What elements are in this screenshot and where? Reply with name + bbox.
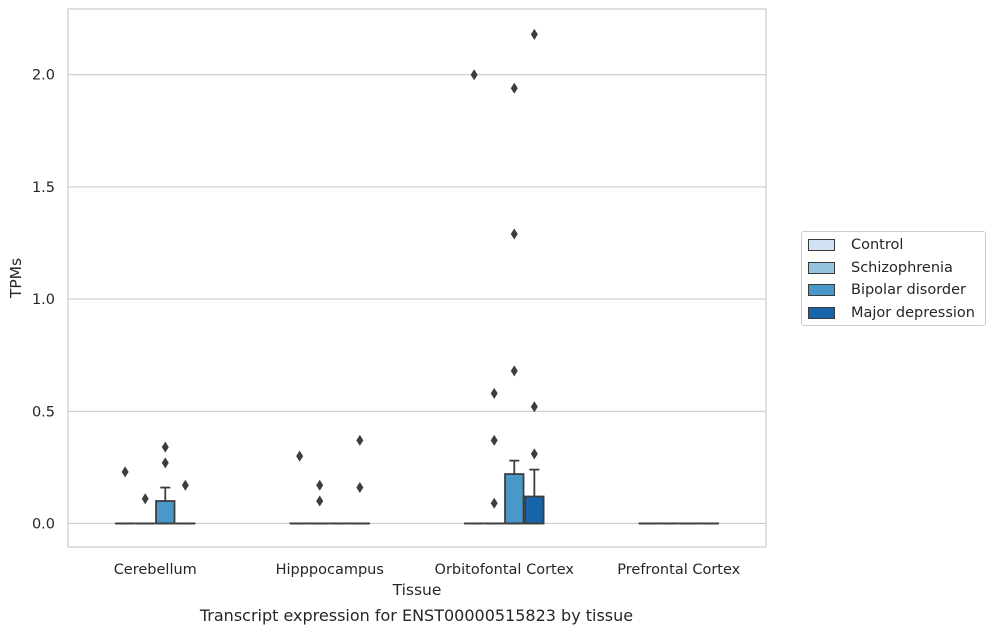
y-tick-label-4: 2.0 bbox=[32, 68, 55, 84]
legend-label-control: Control bbox=[851, 237, 904, 253]
plot-frame bbox=[67, 8, 767, 548]
box-schizophrenia-cerebellum bbox=[135, 493, 156, 525]
series-schizophrenia bbox=[135, 387, 679, 525]
box-major-depression-cerebellum bbox=[175, 479, 196, 525]
x-tick-label-orbitofontal-cortex: Orbitofontal Cortex bbox=[435, 562, 575, 578]
x-tick-label-hipppocampus: Hipppocampus bbox=[276, 562, 384, 578]
legend-swatch-bipolar-disorder bbox=[808, 284, 835, 296]
box-bipolar-disorder-orbitofontal-cortex bbox=[504, 82, 525, 525]
box-body-major-depression-orbitofontal-cortex bbox=[524, 495, 545, 525]
outlier-bipolar-disorder-orbitofontal-cortex-1 bbox=[510, 228, 518, 240]
x-tick-label-cerebellum: Cerebellum bbox=[114, 562, 197, 578]
box-major-depression-orbitofontal-cortex bbox=[524, 28, 545, 525]
outlier-control-orbitofontal-cortex-0 bbox=[470, 69, 478, 81]
box-plot-series bbox=[115, 28, 719, 525]
legend-swatch-major-depression bbox=[808, 307, 835, 319]
box-control-cerebellum bbox=[115, 466, 136, 525]
chart-caption: Transcript expression for ENST0000051582… bbox=[199, 606, 634, 625]
y-tick-label-2: 1.0 bbox=[32, 292, 55, 308]
box-control-orbitofontal-cortex bbox=[464, 69, 485, 525]
legend-item-bipolar-disorder: Bipolar disorder bbox=[808, 281, 966, 299]
series-bipolar-disorder bbox=[155, 82, 699, 525]
outlier-control-cerebellum-0 bbox=[121, 466, 129, 478]
outlier-schizophrenia-hipppocampus-1 bbox=[316, 495, 324, 507]
outlier-schizophrenia-cerebellum-0 bbox=[141, 493, 149, 505]
legend-item-control: Control bbox=[808, 236, 903, 254]
outlier-major-depression-hipppocampus-1 bbox=[356, 482, 364, 494]
legend-swatch-schizophrenia bbox=[808, 262, 835, 274]
series-control bbox=[115, 69, 659, 525]
legend-label-schizophrenia: Schizophrenia bbox=[851, 260, 953, 276]
outlier-bipolar-disorder-orbitofontal-cortex-0 bbox=[510, 82, 518, 94]
legend: Control Schizophrenia Bipolar disorder M… bbox=[801, 231, 986, 326]
legend-label-major-depression: Major depression bbox=[851, 305, 975, 321]
x-axis-title: Tissue bbox=[392, 581, 442, 599]
y-tick-label-1: 0.5 bbox=[32, 404, 55, 420]
x-tick-label-prefrontal-cortex: Prefrontal Cortex bbox=[617, 562, 740, 578]
y-axis-title: TPMs bbox=[7, 258, 25, 299]
outlier-schizophrenia-orbitofontal-cortex-0 bbox=[490, 434, 498, 446]
outlier-major-depression-hipppocampus-0 bbox=[356, 434, 364, 446]
legend-swatch-control bbox=[808, 239, 835, 251]
box-schizophrenia-orbitofontal-cortex bbox=[484, 387, 505, 525]
outlier-control-hipppocampus-0 bbox=[296, 450, 304, 462]
box-body-bipolar-disorder-cerebellum bbox=[155, 500, 176, 525]
outlier-bipolar-disorder-orbitofontal-cortex-2 bbox=[510, 365, 518, 377]
outlier-bipolar-disorder-cerebellum-1 bbox=[161, 457, 169, 469]
legend-item-schizophrenia: Schizophrenia bbox=[808, 259, 953, 277]
outlier-major-depression-orbitofontal-cortex-2 bbox=[530, 448, 538, 460]
box-schizophrenia-hipppocampus bbox=[309, 479, 330, 525]
outlier-schizophrenia-hipppocampus-0 bbox=[316, 479, 324, 491]
box-bipolar-disorder-cerebellum bbox=[155, 441, 176, 525]
y-tick-label-3: 1.5 bbox=[32, 180, 55, 196]
outlier-major-depression-orbitofontal-cortex-0 bbox=[530, 28, 538, 40]
outlier-bipolar-disorder-cerebellum-0 bbox=[161, 441, 169, 453]
y-axis-ticks: 0.0 0.5 1.0 1.5 2.0 bbox=[32, 68, 55, 533]
outlier-schizophrenia-orbitofontal-cortex-1 bbox=[490, 387, 498, 399]
legend-item-major-depression: Major depression bbox=[808, 304, 975, 322]
box-control-hipppocampus bbox=[289, 450, 310, 525]
outlier-schizophrenia-orbitofontal-cortex-2 bbox=[490, 497, 498, 509]
y-tick-label-0: 0.0 bbox=[32, 516, 55, 532]
outlier-major-depression-orbitofontal-cortex-1 bbox=[530, 401, 538, 413]
x-axis-ticks: Cerebellum Hipppocampus Orbitofontal Corte… bbox=[114, 562, 741, 578]
box-body-bipolar-disorder-orbitofontal-cortex bbox=[504, 473, 525, 525]
legend-label-bipolar-disorder: Bipolar disorder bbox=[851, 282, 966, 298]
box-major-depression-hipppocampus bbox=[349, 434, 370, 525]
outlier-major-depression-cerebellum-0 bbox=[181, 479, 189, 491]
series-major-depression bbox=[175, 28, 719, 525]
